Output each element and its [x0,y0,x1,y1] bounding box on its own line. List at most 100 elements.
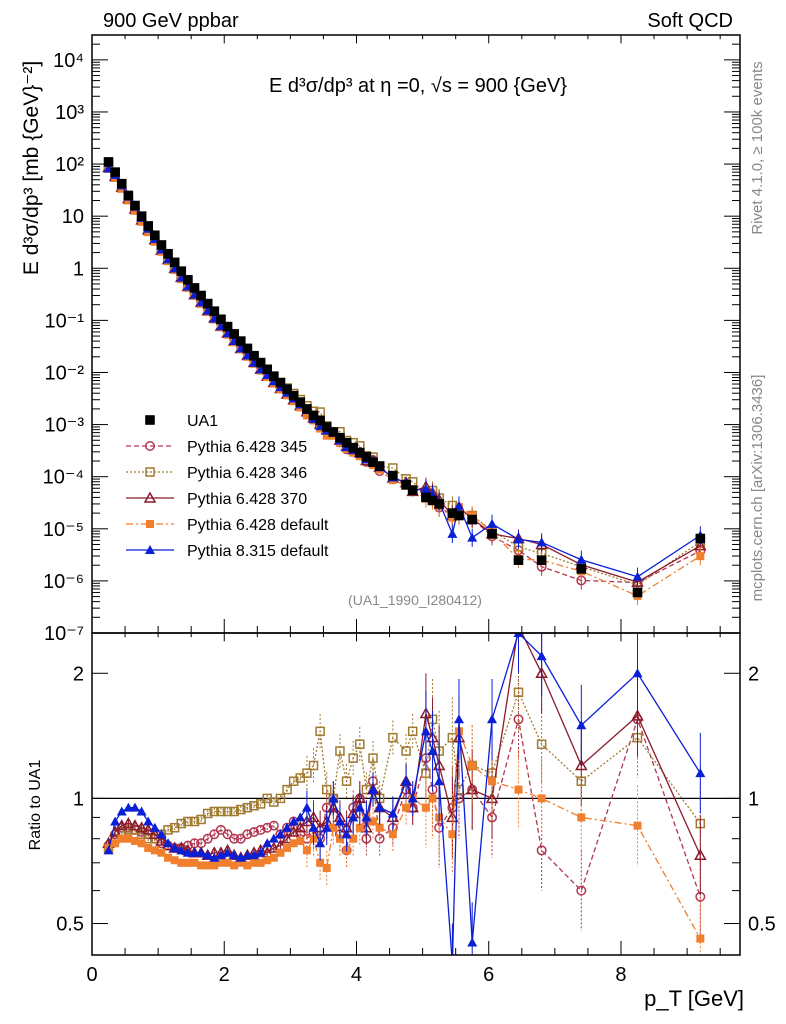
legend-marker [143,491,157,503]
ratio-point-pythia-6-428-346 [242,802,253,813]
rivet-version-label: Rivet 4.1.0, ≥ 100k events [749,61,766,234]
ratio-point-pythia-6-428-default [137,839,146,848]
ratio-point-pythia-6-428-370 [446,810,459,823]
ratio-point-pythia-6-428-345 [434,822,445,833]
ratio-point-pythia-8-315-default [182,847,193,857]
ratio-point-pythia-6-428-default [190,858,199,867]
ratio-point-pythia-8-315-default [368,784,379,794]
data-point-ua1 [288,390,299,401]
data-point-ua1 [308,410,319,421]
data-point-ua1 [196,290,206,301]
ratio-point-pythia-6-428-default [256,858,265,867]
ratio-point-pythia-6-428-346 [222,806,233,817]
x-axis-label: p_T [GeV] [644,986,744,1011]
y-tick-label: 10⁻⁵ [43,519,84,541]
data-point-ua1 [434,499,444,509]
data-point-ua1 [467,514,478,525]
mcplots-source-label: mcplots.cern.ch [arXiv:1306.3436] [749,375,766,602]
ratio-point-pythia-6-428-default [111,839,120,848]
ratio-point-pythia-6-428-370 [128,819,142,831]
y-tick-label: 1 [73,258,84,280]
ratio-point-pythia-8-315-default [401,776,412,786]
ratio-point-pythia-8-315-default [215,850,226,860]
ratio-point-pythia-8-315-default [632,668,643,678]
y-tick-label: 10² [55,154,84,176]
data-point-ua1 [513,555,524,565]
ratio-point-pythia-8-315-default [513,633,524,637]
data-point-ua1 [176,266,187,276]
ratio-point-pythia-6-428-default [236,858,245,867]
ratio-point-pythia-6-428-default [322,864,331,873]
data-point-ua1 [229,329,239,339]
ratio-point-pythia-8-315-default [576,720,587,730]
ratio-point-pythia-6-428-346 [321,784,332,795]
ratio-point-pythia-8-315-default [420,726,431,736]
data-point-pythia-6-428-default [302,411,311,420]
ratio-point-pythia-6-428-346 [302,768,312,778]
y-tick-label: 10⁴ [53,50,84,72]
ratio-point-pythia-6-428-346 [176,818,187,829]
ratio-point-pythia-6-428-370 [294,821,307,833]
ratio-point-pythia-6-428-default [448,830,457,839]
ratio-point-pythia-8-315-default [262,838,273,848]
data-point-ua1 [255,357,266,368]
ratio-y-tick-label: 1 [73,788,84,810]
ratio-point-pythia-6-428-345 [249,827,259,838]
header-left-label: 900 GeV ppbar [103,10,239,32]
ratio-point-pythia-6-428-345 [536,845,547,856]
ratio-point-pythia-6-428-346 [202,808,213,819]
ratio-point-pythia-8-315-default [123,802,134,812]
ratio-point-pythia-8-315-default [407,793,418,803]
plot-title: E d³σ/dp³ at η =0, √s = 900 {GeV} [269,75,567,97]
ratio-point-pythia-8-315-default [536,651,547,661]
analysis-id-label: (UA1_1990_I280412) [348,592,482,608]
ratio-point-pythia-6-428-370 [694,848,707,860]
ratio-point-pythia-6-428-default [177,858,186,867]
data-point-ua1 [189,283,200,293]
data-point-pythia-6-428-default [130,206,139,215]
ratio-point-pythia-6-428-345 [222,829,233,840]
main-plot-data [102,157,707,606]
ratio-point-pythia-6-428-345 [202,833,213,844]
ratio-point-pythia-6-428-370 [141,823,155,835]
ratio-point-pythia-8-315-default [387,808,398,818]
ratio-point-pythia-8-315-default [176,845,187,855]
y-tick-label: 10⁻⁶ [43,571,84,593]
ratio-point-pythia-6-428-default [203,861,212,870]
ratio-point-pythia-6-428-346 [163,825,173,835]
data-point-ua1 [262,364,273,375]
legend-label: Pythia 6.428 default [187,517,329,534]
ratio-point-pythia-6-428-370 [155,834,168,846]
ratio-point-pythia-8-315-default [374,802,385,812]
x-tick-label: 2 [219,964,230,986]
legend-marker [145,441,155,451]
data-point-ua1 [361,452,372,462]
ratio-point-pythia-6-428-346 [513,687,524,698]
y-tick-label: 10⁻³ [45,415,85,437]
ratio-point-pythia-8-315-default [156,829,167,839]
legend-label: Pythia 8.315 default [187,543,329,560]
data-point-ua1 [341,437,352,448]
ratio-point-pythia-6-428-346 [236,804,246,815]
legend-marker [145,545,155,554]
ratio-point-pythia-6-428-default [283,843,292,852]
ratio-point-pythia-8-315-default [354,802,365,812]
ratio-point-pythia-6-428-346 [401,746,411,756]
data-point-ua1 [143,221,154,231]
ratio-point-pythia-6-428-346 [295,773,306,783]
data-point-ua1 [235,336,246,346]
ratio-line-pythia-6-428-346 [108,690,701,849]
data-point-ua1 [269,371,279,381]
data-point-ua1 [407,485,418,496]
ratio-point-pythia-6-428-346 [308,760,319,771]
ratio-point-pythia-8-315-default [315,838,326,848]
ratio-point-pythia-8-315-default [249,850,259,860]
ratio-point-pythia-6-428-346 [335,746,345,756]
data-point-ua1 [110,167,120,177]
data-point-ua1 [302,404,312,414]
ratio-point-pythia-6-428-default [329,823,338,832]
ratio-point-pythia-8-315-default [275,829,286,839]
ratio-point-pythia-8-315-default [235,852,246,862]
ratio-point-pythia-8-315-default [301,802,312,812]
